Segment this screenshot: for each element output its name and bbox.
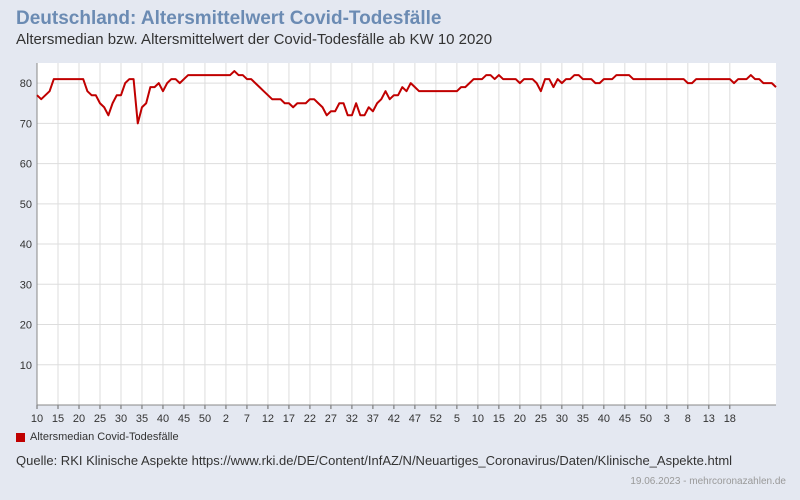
x-tick-label: 37: [367, 413, 379, 425]
legend-swatch: [16, 432, 25, 442]
x-tick-label: 17: [283, 413, 295, 425]
x-tick-label: 27: [325, 413, 337, 425]
y-tick-label: 60: [20, 159, 32, 171]
x-tick-label: 20: [514, 413, 526, 425]
x-tick-label: 15: [493, 413, 505, 425]
x-tick-label: 50: [640, 413, 652, 425]
x-tick-label: 47: [409, 413, 421, 425]
x-tick-label: 52: [430, 413, 442, 425]
legend-label: Altersmedian Covid-Todesfälle: [30, 431, 179, 443]
x-tick-label: 5: [454, 413, 460, 425]
y-tick-label: 10: [20, 360, 32, 372]
x-tick-label: 32: [346, 413, 358, 425]
chart-title: Deutschland: Altersmittelwert Covid-Tode…: [16, 8, 442, 29]
plot-area: [37, 63, 776, 405]
x-tick-label: 18: [724, 413, 736, 425]
x-tick-label: 15: [52, 413, 64, 425]
x-tick-label: 25: [535, 413, 547, 425]
footer-credit: 19.06.2023 - mehrcoronazahlen.de: [630, 476, 786, 487]
x-tick-label: 8: [685, 413, 691, 425]
y-tick-label: 20: [20, 320, 32, 332]
x-tick-label: 35: [577, 413, 589, 425]
x-tick-label: 50: [199, 413, 211, 425]
x-tick-label: 2: [223, 413, 229, 425]
y-tick-label: 40: [20, 239, 32, 251]
y-tick-label: 30: [20, 279, 32, 291]
x-tick-label: 45: [178, 413, 190, 425]
x-tick-label: 3: [664, 413, 670, 425]
chart-subtitle: Altersmedian bzw. Altersmittelwert der C…: [16, 31, 493, 48]
x-tick-label: 25: [94, 413, 106, 425]
x-tick-label: 7: [244, 413, 250, 425]
x-tick-label: 35: [136, 413, 148, 425]
x-tick-label: 45: [619, 413, 631, 425]
y-tick-label: 80: [20, 78, 32, 90]
series-line: [36, 70, 777, 125]
x-tick-label: 13: [703, 413, 715, 425]
x-tick-label: 10: [472, 413, 484, 425]
y-tick-label: 50: [20, 199, 32, 211]
x-tick-label: 40: [157, 413, 169, 425]
legend[interactable]: Altersmedian Covid-Todesfälle: [16, 431, 179, 443]
x-tick-label: 42: [388, 413, 400, 425]
x-tick-label: 30: [556, 413, 568, 425]
y-tick-label: 70: [20, 118, 32, 130]
x-tick-label: 20: [73, 413, 85, 425]
x-tick-label: 10: [31, 413, 43, 425]
x-tick-label: 40: [598, 413, 610, 425]
x-tick-label: 12: [262, 413, 274, 425]
source-note: Quelle: RKI Klinische Aspekte https://ww…: [16, 453, 733, 468]
x-tick-label: 22: [304, 413, 316, 425]
x-tick-label: 30: [115, 413, 127, 425]
